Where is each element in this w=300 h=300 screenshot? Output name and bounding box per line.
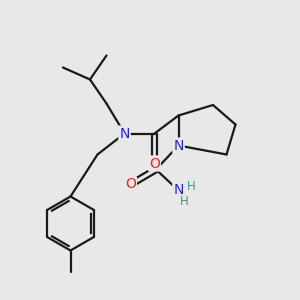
Text: O: O xyxy=(125,178,136,191)
Text: N: N xyxy=(119,127,130,140)
Text: O: O xyxy=(149,157,160,170)
Text: N: N xyxy=(173,184,184,197)
Text: H: H xyxy=(179,195,188,208)
Text: N: N xyxy=(173,139,184,152)
Text: H: H xyxy=(187,179,196,193)
